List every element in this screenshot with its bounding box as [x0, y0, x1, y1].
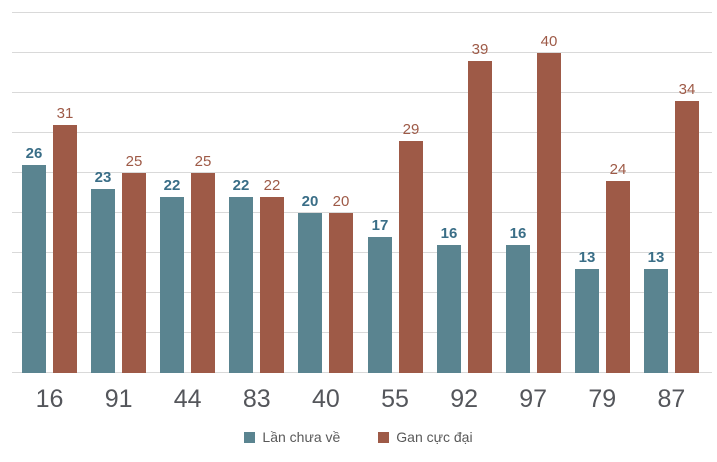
bar-series1-cat44 [191, 173, 215, 373]
value-label-series0-cat79: 13 [578, 249, 596, 266]
x-axis-label-55: 55 [381, 385, 409, 413]
bar-series0-cat91 [91, 189, 115, 373]
gridline [12, 132, 712, 133]
gridline [12, 332, 712, 333]
bar-series1-cat87 [675, 101, 699, 373]
x-axis-label-40: 40 [311, 385, 340, 413]
bar-series0-cat44 [160, 197, 184, 373]
bar-series1-cat40 [329, 213, 353, 373]
bar-series1-cat91 [122, 173, 146, 373]
bar-series1-cat16 [53, 125, 77, 373]
bar-series1-cat97 [537, 53, 561, 373]
bar-series0-cat83 [229, 197, 253, 373]
bar-series0-cat87 [644, 269, 668, 373]
gridline [12, 12, 712, 13]
value-label-series1-cat79: 24 [609, 161, 627, 178]
value-label-series0-cat44: 22 [163, 177, 181, 194]
x-axis-label-16: 16 [35, 385, 64, 413]
bar-series0-cat16 [22, 165, 46, 373]
value-label-series1-cat83: 22 [263, 177, 281, 194]
plot-area: 26 31 23 25 22 25 22 22 20 20 17 29 16 39 16 40 13 24 13 34 [12, 12, 712, 373]
gridline [12, 172, 712, 173]
legend-label: Gan cực đại [396, 429, 473, 445]
value-label-series1-cat44: 25 [194, 153, 212, 170]
value-label-series0-cat83: 22 [232, 177, 250, 194]
value-label-series0-cat87: 13 [647, 249, 665, 266]
bar-series1-cat92 [468, 61, 492, 373]
x-axis: 16 91 44 83 40 55 92 97 79 87 [0, 385, 717, 419]
x-axis-label-79: 79 [588, 385, 617, 413]
bar-series0-cat55 [368, 237, 392, 373]
x-axis-label-97: 97 [519, 385, 548, 413]
legend-swatch-icon [244, 431, 256, 443]
legend-label: Lần chưa về [262, 429, 341, 445]
value-label-series1-cat40: 20 [332, 193, 350, 210]
bar-series1-cat79 [606, 181, 630, 373]
value-label-series0-cat91: 23 [94, 169, 112, 186]
value-label-series0-cat92: 16 [440, 225, 458, 242]
x-axis-label-44: 44 [173, 385, 202, 413]
value-label-series0-cat16: 26 [25, 145, 43, 162]
value-label-series1-cat91: 25 [125, 153, 143, 170]
legend-item-series0: Lần chưa về [244, 429, 340, 445]
value-label-series1-cat97: 40 [540, 33, 558, 50]
gridline [12, 292, 712, 293]
x-axis-label-83: 83 [242, 385, 271, 413]
legend-item-series1: Gan cực đại [378, 429, 473, 445]
value-label-series1-cat92: 39 [471, 41, 489, 58]
x-axis-label-91: 91 [104, 385, 133, 413]
bar-series1-cat55 [399, 141, 423, 373]
bar-series0-cat79 [575, 269, 599, 373]
gridline [12, 52, 712, 53]
x-axis-label-87: 87 [657, 385, 686, 413]
x-axis-baseline [12, 372, 712, 373]
x-axis-label-92: 92 [450, 385, 478, 413]
value-label-series1-cat87: 34 [678, 81, 696, 98]
bar-series0-cat40 [298, 213, 322, 373]
legend-swatch-icon [378, 431, 390, 443]
bar-series1-cat83 [260, 197, 284, 373]
bar-series0-cat97 [506, 245, 530, 373]
value-label-series1-cat16: 31 [56, 105, 74, 122]
legend: Lần chưa về Gan cực đại [0, 429, 717, 445]
value-label-series0-cat97: 16 [509, 225, 527, 242]
value-label-series0-cat55: 17 [371, 217, 389, 234]
value-label-series1-cat55: 29 [402, 121, 420, 138]
gridline [12, 212, 712, 213]
gridline [12, 252, 712, 253]
gridline [12, 92, 712, 93]
bar-series0-cat92 [437, 245, 461, 373]
value-label-series0-cat40: 20 [301, 193, 319, 210]
